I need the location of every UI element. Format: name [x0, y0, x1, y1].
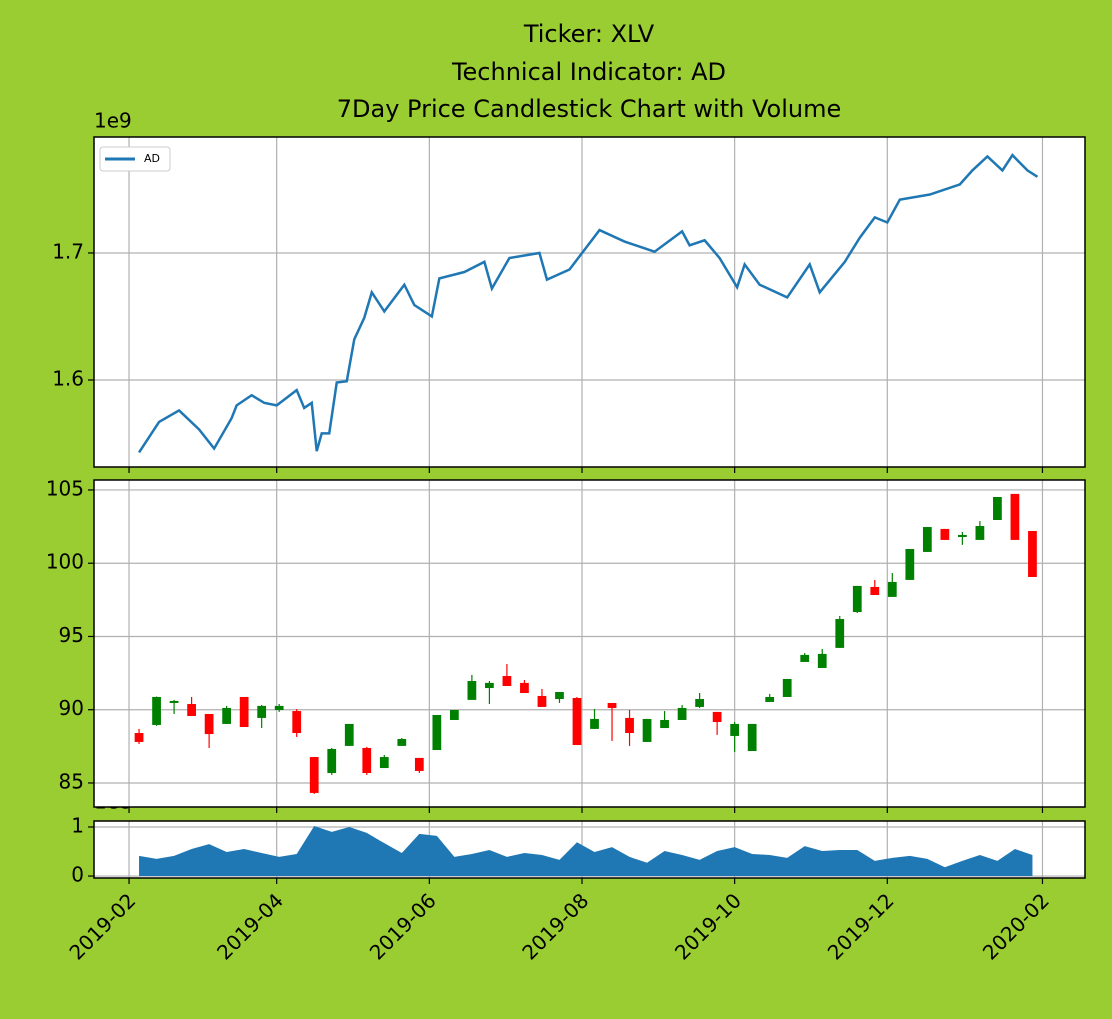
candle-body	[239, 696, 249, 728]
candle-body	[1028, 530, 1037, 577]
candle-body	[292, 711, 302, 734]
candle-body	[344, 723, 354, 746]
x-tick-label: 2019-08	[517, 888, 593, 964]
legend-label: AD	[144, 152, 160, 165]
candle-body	[957, 534, 967, 537]
candle-body	[782, 678, 792, 697]
candle-body	[274, 705, 284, 711]
candle-body	[905, 549, 915, 580]
candle-body	[940, 528, 950, 540]
volume-area	[139, 826, 1033, 877]
chart-title: 7Day Price Candlestick Chart with Volume	[337, 95, 842, 123]
y-tick-label: 95	[59, 623, 84, 647]
candle-body	[572, 698, 582, 746]
x-tick-label: 2020-02	[978, 888, 1054, 964]
candle-body	[1010, 493, 1020, 540]
candle-body	[520, 682, 529, 694]
candle-body	[152, 696, 161, 725]
x-tick-label: 2019-12	[823, 888, 899, 964]
x-tick-label: 2019-06	[365, 888, 441, 964]
candle-body	[625, 717, 634, 734]
x-tick-label: 2019-10	[670, 888, 746, 964]
candle-body	[870, 586, 880, 596]
candle-body	[379, 757, 389, 769]
y-tick-label: 100	[46, 550, 84, 574]
candle-body	[660, 719, 669, 729]
candle-body	[467, 681, 477, 700]
candle-body	[835, 619, 845, 648]
x-tick-label: 2019-02	[64, 888, 140, 964]
candle-body	[537, 695, 547, 707]
y-tick-label: 0	[71, 863, 84, 887]
plot-layer	[88, 480, 1085, 813]
candle-body	[852, 585, 862, 613]
candle-body	[397, 739, 407, 746]
candle-body	[485, 682, 494, 689]
candle-body	[607, 702, 617, 708]
candle-body	[817, 653, 827, 668]
candle-body	[257, 705, 267, 718]
candle-body	[590, 718, 599, 729]
chart-title: Technical Indicator: AD	[451, 58, 726, 86]
candle-body	[222, 707, 232, 724]
candle-body	[642, 718, 652, 742]
candle-body	[712, 711, 722, 723]
candle-body	[449, 710, 459, 720]
candle-body	[695, 699, 704, 707]
candle-body	[747, 723, 757, 752]
candle-body	[800, 654, 810, 662]
plot-frame	[93, 136, 1086, 468]
plot-frame	[93, 479, 1086, 808]
candle-body	[677, 707, 687, 720]
candle-body	[502, 676, 512, 686]
plot-layer	[88, 137, 1085, 473]
candle-body	[555, 691, 564, 700]
y-tick-label: 1	[71, 813, 84, 837]
offset-label: 1e9	[94, 109, 132, 133]
plot-layer	[88, 821, 1085, 884]
candle-body	[362, 747, 372, 774]
candle-body	[887, 581, 897, 597]
candle-body	[432, 714, 442, 751]
plot-frame	[93, 820, 1086, 879]
y-tick-label: 90	[59, 696, 84, 720]
candle-body	[327, 748, 337, 774]
plot-area	[94, 480, 1085, 807]
candle-body	[414, 757, 424, 771]
data-line	[138, 153, 1039, 454]
candle-body	[975, 526, 985, 540]
x-tick-label: 2019-04	[212, 888, 288, 964]
candle-body	[922, 527, 932, 552]
candle-body	[134, 733, 144, 742]
chart-title: Ticker: XLV	[523, 20, 655, 48]
y-tick-label: 1.6	[52, 366, 84, 390]
candle-body	[730, 723, 740, 736]
plot-area	[94, 137, 1085, 467]
y-tick-label: 85	[59, 769, 84, 793]
candle-body	[765, 696, 775, 702]
candle-body	[204, 713, 214, 735]
candle-body	[187, 704, 196, 717]
candle-body	[309, 757, 319, 793]
candle-body	[169, 700, 179, 703]
y-tick-label: 105	[46, 476, 84, 500]
candle-body	[993, 496, 1002, 520]
y-tick-label: 1.7	[52, 239, 84, 263]
